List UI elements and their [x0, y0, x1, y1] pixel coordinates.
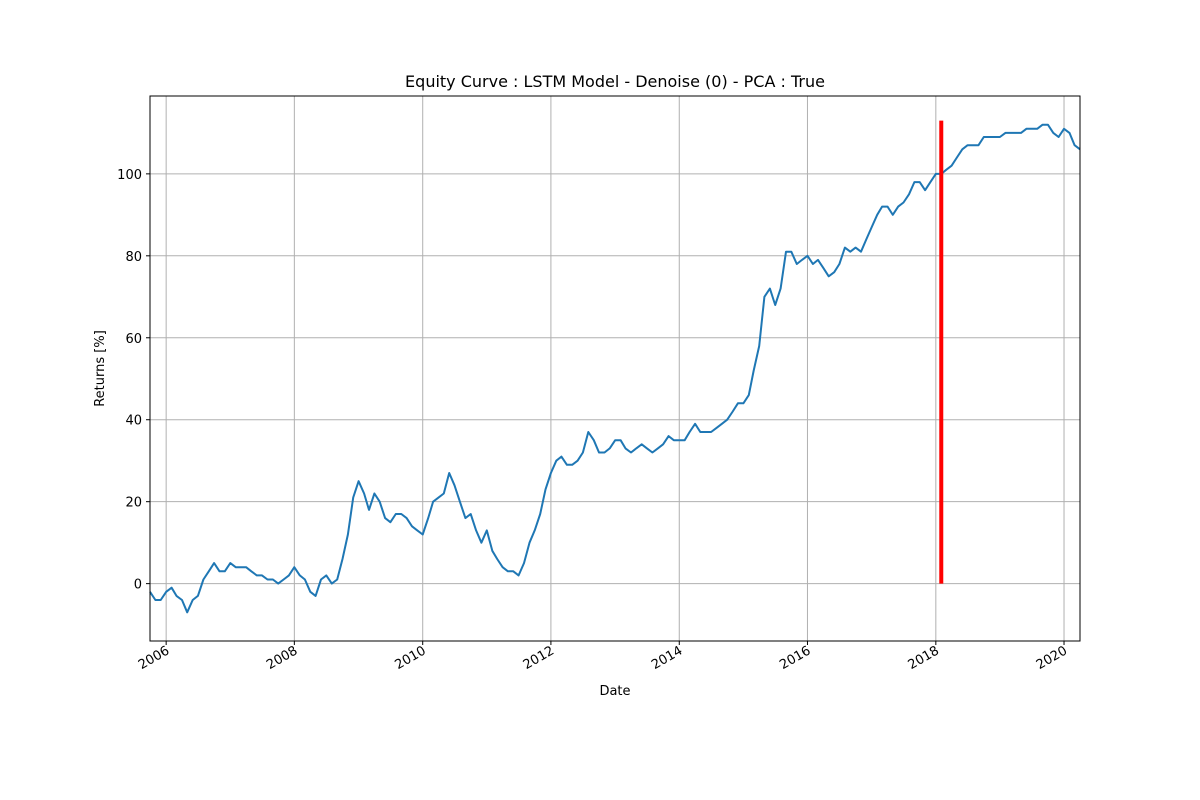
y-tick-label: 80 [125, 250, 142, 265]
series-layer [149, 123, 1081, 614]
y-tick-label: 100 [117, 168, 142, 183]
y-tick-label: 60 [125, 332, 142, 347]
chart-title: Equity Curve : LSTM Model - Denoise (0) … [405, 72, 825, 91]
x-axis-label: Date [599, 684, 630, 699]
x-axis-ticks: 2006 2008 2010 2012 2014 2016 2018 2020 [136, 641, 1070, 673]
y-axis-ticks: 0 20 40 60 80 100 [117, 168, 150, 593]
y-tick-label: 40 [125, 414, 142, 429]
x-tick-label: 2010 [393, 643, 429, 673]
y-tick-label: 0 [134, 578, 142, 593]
x-tick-label: 2008 [264, 643, 300, 673]
x-tick-label: 2012 [521, 643, 557, 673]
grid-lines [150, 96, 1080, 641]
x-tick-label: 2006 [136, 643, 172, 673]
y-tick-label: 20 [125, 496, 142, 511]
x-tick-label: 2020 [1034, 643, 1070, 673]
y-axis-label: Returns [%] [93, 330, 108, 407]
axes-frame [149, 95, 1081, 642]
x-tick-label: 2018 [906, 643, 942, 673]
x-tick-label: 2014 [649, 643, 685, 673]
equity-series-line [149, 123, 1081, 614]
x-tick-label: 2016 [777, 643, 813, 673]
